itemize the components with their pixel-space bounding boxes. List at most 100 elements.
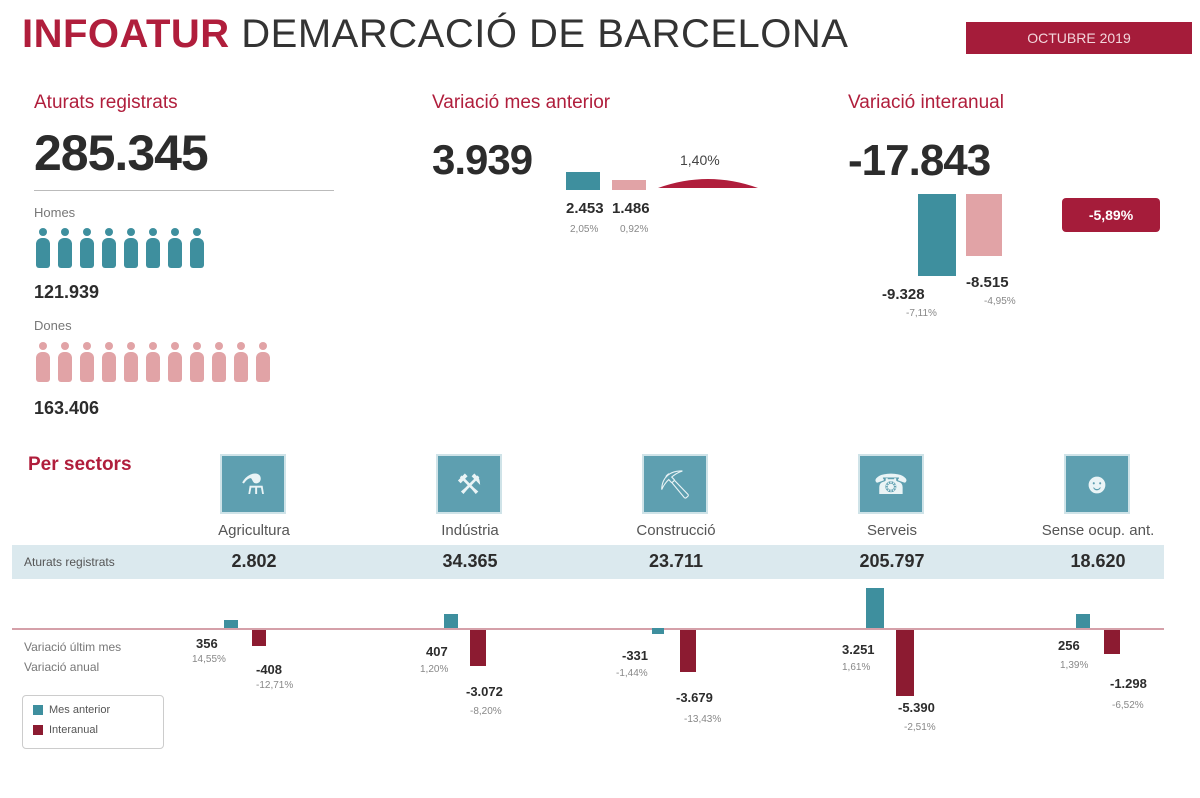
factory-icon: ⚒ — [436, 454, 502, 514]
monthly-value: 3.939 — [432, 136, 533, 183]
legend-item-yearly: Interanual — [33, 724, 98, 736]
man-icon — [34, 228, 52, 268]
sector-name-industry: Indústria — [441, 522, 499, 539]
women-pictogram — [34, 342, 272, 382]
no-previous-job-yearly-pct: -6,52% — [1112, 700, 1144, 711]
no-previous-job-icon: ☻ — [1064, 454, 1130, 514]
sector-name-no-previous-job: Sense ocup. ant. — [1041, 522, 1155, 539]
no-previous-job-monthly-value: 256 — [1058, 638, 1080, 653]
title-text: DEMARCACIÓ DE BARCELONA — [241, 12, 849, 56]
man-icon — [78, 228, 96, 268]
legend: Mes anterior Interanual — [22, 695, 164, 749]
man-icon — [100, 228, 118, 268]
monthly-label: Variació mes anterior — [432, 92, 611, 113]
construction-yearly-pct: -13,43% — [684, 714, 722, 725]
agriculture-monthly-bar — [224, 620, 238, 628]
yearly-men-value: -9.328 — [882, 286, 925, 303]
woman-icon — [100, 342, 118, 382]
yearly-value: -17.843 — [848, 136, 991, 185]
woman-icon — [210, 342, 228, 382]
industry-monthly-value: 407 — [426, 644, 448, 659]
woman-icon — [34, 342, 52, 382]
yearly-label: Variació interanual — [848, 92, 1004, 113]
sector-name-services: Serveis — [866, 522, 918, 539]
divider — [34, 190, 334, 191]
agriculture-yearly-bar — [252, 630, 266, 646]
monthly-men-bar — [566, 172, 600, 190]
woman-icon — [166, 342, 184, 382]
woman-icon — [254, 342, 272, 382]
construction-icon: ⛏ — [642, 454, 708, 514]
woman-icon — [122, 342, 140, 382]
sector-name-agriculture: Agricultura — [218, 522, 290, 539]
industry-monthly-pct: 1,20% — [420, 664, 449, 675]
men-label: Homes — [34, 205, 76, 220]
man-icon — [122, 228, 140, 268]
woman-icon — [232, 342, 250, 382]
date-badge: OCTUBRE 2019 — [966, 22, 1192, 54]
sectors-title: Per sectors — [28, 454, 132, 475]
yearly-pct-badge: -5,89% — [1062, 198, 1160, 232]
sector-values-band — [12, 545, 1164, 579]
women-value: 163.406 — [34, 398, 100, 418]
woman-icon — [56, 342, 74, 382]
sector-row-label: Aturats registrats — [24, 555, 115, 569]
woman-icon — [144, 342, 162, 382]
construction-monthly-bar — [652, 628, 664, 634]
yearly-men-bar — [918, 194, 956, 276]
industry-yearly-value: -3.072 — [466, 684, 503, 699]
services-yearly-bar — [896, 630, 914, 696]
sector-name-construction: Construcció — [636, 522, 716, 539]
services-monthly-pct: 1,61% — [842, 662, 871, 673]
monthly-pct: 1,40% — [680, 152, 720, 168]
brand-name: INFOATUR — [22, 12, 230, 56]
sector-value-industry: 34.365 — [442, 551, 498, 571]
men-pictogram — [34, 228, 206, 268]
no-previous-job-monthly-pct: 1,39% — [1060, 660, 1089, 671]
no-previous-job-monthly-bar — [1076, 614, 1090, 628]
page-title: INFOATUR DEMARCACIÓ DE BARCELONA — [22, 12, 848, 57]
women-label: Dones — [34, 318, 72, 333]
monthly-men-value: 2.453 — [566, 200, 604, 217]
woman-icon — [78, 342, 96, 382]
man-icon — [166, 228, 184, 268]
construction-monthly-value: -331 — [622, 648, 649, 663]
industry-yearly-pct: -8,20% — [470, 706, 502, 717]
monthly-women-value: 1.486 — [612, 200, 650, 217]
man-icon — [188, 228, 206, 268]
woman-icon — [188, 342, 206, 382]
farmer-icon: ⚗ — [220, 454, 286, 514]
yearly-women-pct: -4,95% — [984, 296, 1016, 307]
monthly-women-bar — [612, 180, 646, 190]
sector-value-agriculture: 2.802 — [231, 551, 277, 571]
industry-yearly-bar — [470, 630, 486, 666]
no-previous-job-yearly-value: -1.298 — [1110, 676, 1147, 691]
agriculture-monthly-value: 356 — [196, 636, 218, 651]
construction-yearly-bar — [680, 630, 696, 672]
sector-value-services: 205.797 — [859, 551, 925, 571]
services-yearly-pct: -2,51% — [904, 722, 936, 733]
men-value: 121.939 — [34, 282, 100, 302]
no-previous-job-yearly-bar — [1104, 630, 1120, 654]
agriculture-yearly-value: -408 — [256, 662, 283, 677]
man-icon — [144, 228, 162, 268]
industry-monthly-bar — [444, 614, 458, 628]
monthly-trend-arc — [658, 179, 758, 188]
monthly-men-pct: 2,05% — [570, 224, 599, 235]
sector-value-no-previous-job: 18.620 — [1070, 551, 1126, 571]
legend-yearly-label: Interanual — [49, 724, 98, 736]
services-yearly-value: -5.390 — [898, 700, 935, 715]
legend-monthly-label: Mes anterior — [49, 704, 111, 716]
construction-monthly-pct: -1,44% — [616, 668, 648, 679]
services-icon: ☎ — [858, 454, 924, 514]
legend-item-monthly: Mes anterior — [33, 704, 110, 716]
man-icon — [56, 228, 74, 268]
registered-label: Aturats registrats — [34, 92, 178, 113]
yearly-men-pct: -7,11% — [906, 308, 937, 319]
sector-value-construction: 23.711 — [648, 551, 704, 571]
registered-value: 285.345 — [34, 125, 209, 181]
agriculture-monthly-pct: 14,55% — [192, 654, 226, 665]
agriculture-yearly-pct: -12,71% — [256, 680, 294, 691]
yearly-women-bar — [966, 194, 1002, 256]
services-monthly-bar — [866, 588, 884, 628]
